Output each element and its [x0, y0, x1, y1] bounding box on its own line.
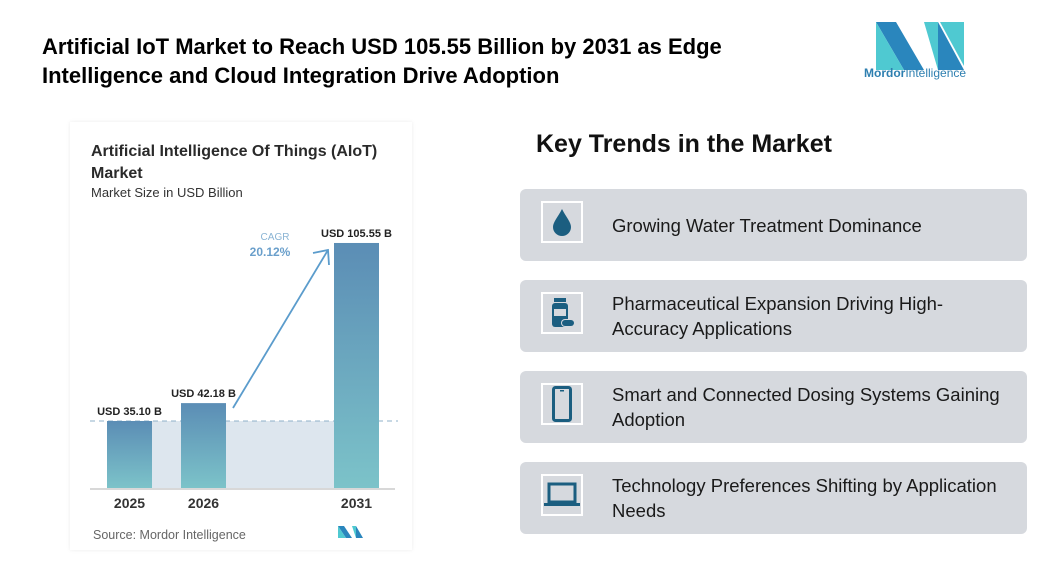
trend-label: Technology Preferences Shifting by Appli… — [612, 475, 997, 521]
medicine-bottle-icon — [541, 292, 583, 334]
x-tick-label: 2026 — [188, 495, 219, 511]
bar-2025 — [107, 421, 152, 488]
page-title: Artificial IoT Market to Reach USD 105.5… — [42, 34, 722, 88]
trend-label: Pharmaceutical Expansion Driving High-Ac… — [612, 293, 944, 339]
chart-plot: USD 35.10 B 2025 USD 42.18 B 2026 USD 105.55… — [90, 228, 398, 538]
chart-source: Source: Mordor Intelligence — [93, 528, 246, 542]
data-label: USD 105.55 B — [321, 228, 392, 240]
smartphone-icon — [541, 383, 583, 425]
source-logo-icon — [338, 526, 363, 538]
chart-title: Artificial Intelligence Of Things (AIoT)… — [91, 143, 378, 182]
trend-label: Growing Water Treatment Dominance — [612, 214, 922, 236]
cagr-value: 20.12% — [250, 245, 291, 259]
trend-card: Technology Preferences Shifting by Appli… — [520, 462, 1027, 534]
data-label: USD 35.10 B — [97, 406, 162, 418]
logo-text: MordorIntelligence — [864, 66, 967, 80]
reference-band — [107, 421, 379, 488]
x-tick-label: 2025 — [114, 495, 145, 511]
cagr-arrowhead-icon — [312, 248, 330, 266]
trend-card: Growing Water Treatment Dominance — [520, 189, 1027, 261]
mordor-logo-icon — [876, 22, 964, 70]
laptop-icon — [541, 474, 583, 516]
bar-2026 — [181, 403, 226, 488]
trend-card: Pharmaceutical Expansion Driving High-Ac… — [520, 280, 1027, 352]
trends-title: Key Trends in the Market — [536, 130, 832, 158]
cagr-arrow — [232, 249, 329, 409]
x-tick-label: 2031 — [341, 495, 372, 511]
bar-2031 — [334, 242, 379, 488]
trend-label: Smart and Connected Dosing Systems Gaini… — [612, 384, 1000, 430]
trend-card: Smart and Connected Dosing Systems Gaini… — [520, 371, 1027, 443]
cagr-label: CAGR — [261, 232, 290, 243]
chart-subtitle: Market Size in USD Billion — [91, 185, 243, 200]
chart-panel: USD 35.10 B 2025 USD 42.18 B 2026 USD 105.55… — [70, 122, 412, 550]
data-label: USD 42.18 B — [171, 388, 236, 400]
water-drop-icon — [541, 201, 583, 243]
